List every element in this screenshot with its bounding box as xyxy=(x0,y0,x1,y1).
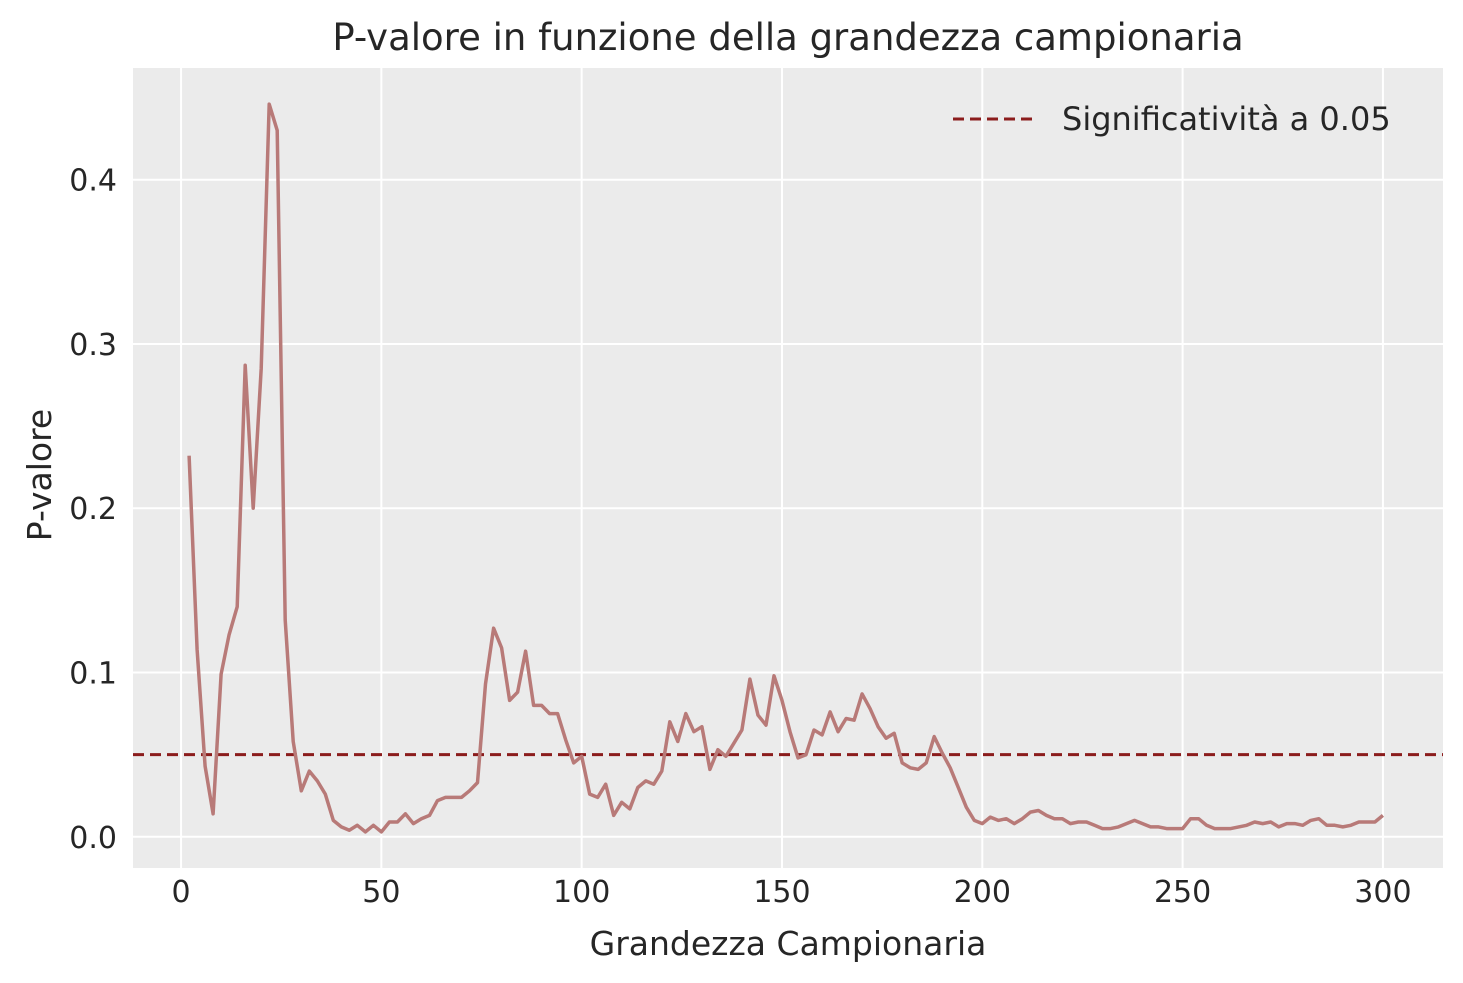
plot-background xyxy=(133,68,1443,868)
y-tick-label: 0.1 xyxy=(69,657,117,692)
legend-label: Significatività a 0.05 xyxy=(1062,100,1391,138)
y-tick-label: 0.4 xyxy=(69,164,117,199)
y-tick-label: 0.3 xyxy=(69,328,117,363)
y-tick-label: 0.2 xyxy=(69,492,117,527)
x-tick-label: 250 xyxy=(1154,875,1211,910)
y-tick-label: 0.0 xyxy=(69,821,117,856)
x-tick-label: 150 xyxy=(753,875,810,910)
p-value-series-line xyxy=(187,102,1385,834)
legend: Significatività a 0.05 xyxy=(953,100,1391,138)
x-tick-label: 300 xyxy=(1354,875,1411,910)
x-tick-label: 100 xyxy=(553,875,610,910)
x-tick-label: 50 xyxy=(362,875,400,910)
chart-title: P-valore in funzione della grandezza cam… xyxy=(332,16,1243,59)
tick-labels: 0 50 100 150 200 250 300 0.0 0.1 0.2 0.3 0.4 xyxy=(69,164,1411,910)
y-axis-title: P-valore xyxy=(20,409,59,541)
x-tick-label: 0 xyxy=(172,875,191,910)
x-axis-title: Grandezza Campionaria xyxy=(590,924,987,963)
x-tick-label: 200 xyxy=(954,875,1011,910)
grid-lines xyxy=(133,68,1443,868)
